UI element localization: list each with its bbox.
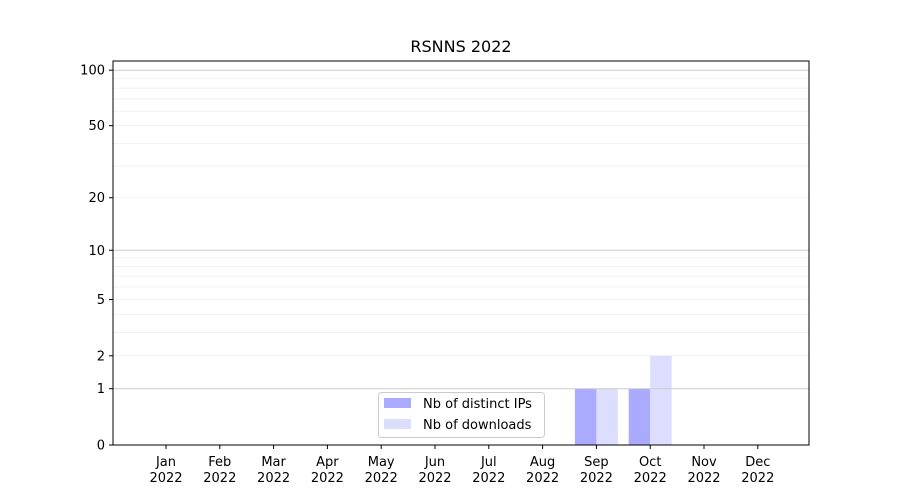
- x-tick-label: Nov 2022: [687, 455, 720, 486]
- legend-label: Nb of downloads: [423, 418, 532, 433]
- y-tick-label: 10: [88, 244, 105, 259]
- bar: [574, 388, 597, 445]
- y-axis: 0 1 2 5 10 20 50 100: [80, 64, 113, 454]
- legend-label: Nb of distinct IPs: [423, 397, 532, 412]
- major-gridlines: [113, 69, 809, 390]
- x-tick-label: Sep 2022: [580, 455, 613, 486]
- y-tick-label: 2: [97, 349, 105, 364]
- bar: [596, 388, 618, 445]
- y-tick-label: 0: [97, 439, 105, 454]
- y-tick-label: 20: [88, 191, 105, 206]
- bar: [628, 388, 651, 445]
- x-tick-label: Jul 2022: [472, 455, 505, 486]
- legend-swatch: [384, 398, 411, 408]
- chart-title: RSNNS 2022: [410, 37, 511, 56]
- x-tick-label: Oct 2022: [634, 455, 667, 486]
- legend: Nb of distinct IPs Nb of downloads: [378, 392, 545, 438]
- x-axis: Jan 2022 Feb 2022 Mar 2022 Apr 2022 May 2022 Jun 20…: [149, 445, 774, 486]
- bar: [650, 355, 672, 445]
- x-tick-label: Mar 2022: [257, 455, 290, 486]
- y-tick-label: 50: [88, 119, 105, 134]
- y-tick-label: 1: [97, 382, 105, 397]
- y-tick-label: 5: [97, 293, 105, 308]
- grid: [113, 78, 809, 357]
- x-tick-label: Aug 2022: [526, 455, 559, 486]
- y-tick-label: 100: [80, 64, 105, 79]
- plot-frame: [112, 60, 810, 446]
- x-tick-label: Apr 2022: [311, 455, 344, 486]
- x-tick-label: Feb 2022: [203, 455, 236, 486]
- legend-swatch: [384, 419, 411, 429]
- bars: [574, 355, 672, 445]
- x-tick-label: May 2022: [365, 455, 398, 486]
- x-tick-label: Dec 2022: [741, 455, 774, 486]
- x-tick-label: Jun 2022: [418, 455, 451, 486]
- legend-box: [378, 392, 545, 438]
- x-tick-label: Jan 2022: [149, 455, 182, 486]
